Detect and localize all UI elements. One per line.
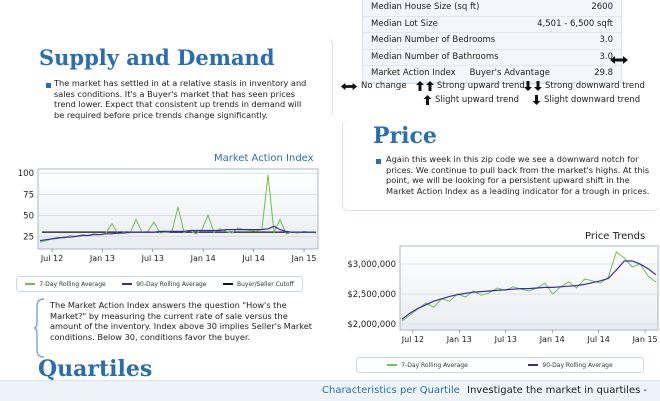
stats-table: Median House Size (sq ft) 2600 Median Lot… [362, 0, 622, 84]
price-90day-line [401, 260, 657, 320]
stats-value: 4,501 - 6,500 sqft [537, 18, 613, 29]
stats-value: 2600 [591, 2, 613, 12]
supply-text: The market has settled in at a relative … [54, 78, 307, 120]
bracket-icon [34, 298, 45, 358]
trend-label: No change [361, 81, 407, 91]
x-tick-label: Jan 15 [290, 254, 316, 263]
quartiles-investigate: Investigate the market in quartiles - [467, 385, 648, 396]
supply-title: Supply and Demand [39, 45, 275, 70]
x-tick-label: Jan 13 [89, 254, 115, 263]
x-tick-label: Jul 12 [40, 254, 63, 263]
stats-row: Median House Size (sq ft) 2600 [363, 0, 621, 17]
price-box [342, 120, 659, 211]
no-change-icon [340, 82, 358, 90]
legend-item: Buyer/Seller Cutoff [223, 281, 294, 288]
stats-row: Median Number of Bedrooms 3.0 [363, 33, 621, 50]
mai-label: Market Action Index [371, 68, 456, 78]
trend-label: Strong upward trend [437, 81, 525, 91]
stats-row: Median Lot Size 4,501 - 6,500 sqft [363, 17, 621, 33]
trend-label: Strong downward trend [545, 81, 645, 91]
quartiles-bar [0, 380, 660, 401]
stats-value: 3.0 [599, 51, 613, 62]
y-tick-label: 25 [23, 232, 34, 242]
mai-90day-line [39, 225, 316, 242]
trend-no-change: No change [340, 81, 407, 91]
mai-explain-text: The Market Action Index answers the ques… [50, 300, 312, 342]
stats-label: Median House Size (sq ft) [371, 2, 480, 12]
mai-chart: 25 50 75 100 Jul 12 Jan 13 Jul 13 Jan 14 Jul 14… [18, 168, 319, 263]
supply-box [26, 38, 333, 118]
price-chart-title: Price Trends [585, 231, 646, 242]
no-change-arrows-icon [610, 50, 628, 69]
x-tick-label: Jul 13 [141, 254, 164, 263]
price-text: Again this week in this zip code we see … [386, 154, 650, 196]
stats-value: 3.0 [599, 35, 613, 45]
legend-item: 90-Day Rolling Average [122, 281, 207, 288]
double-down-arrow-icon [524, 81, 542, 91]
x-tick-label: Jul 14 [241, 254, 264, 263]
trend-slight-down: Slight downward trend [532, 95, 640, 105]
stats-label: Median Number of Bathrooms [371, 51, 499, 62]
x-tick-label: Jan 13 [446, 335, 472, 344]
price-legend: 7-Day Rolling Average 90-Day Rolling Ave… [356, 357, 644, 373]
quartiles-characteristics: Characteristics per Quartile [322, 385, 460, 396]
up-arrow-icon [423, 95, 432, 105]
y-tick-label: 75 [23, 190, 34, 200]
x-tick-label: Jul 13 [494, 335, 517, 344]
price-chart: $2,000,000 $2,500,000 $3,000,000 Jul 12 Jan… [347, 245, 659, 344]
trend-label: Slight upward trend [435, 95, 519, 105]
y-tick-label: 100 [18, 169, 34, 179]
mai-status: Buyer's Advantage [469, 68, 550, 78]
y-tick-label: $2,000,000 [347, 320, 396, 330]
x-tick-label: Jan 14 [190, 254, 216, 263]
stats-label: Median Number of Bedrooms [371, 35, 496, 45]
price-title: Price [373, 123, 437, 149]
legend-item: 90-Day Rolling Average [528, 362, 613, 369]
x-tick-label: Jul 14 [586, 335, 609, 344]
trend-label: Slight downward trend [544, 95, 641, 105]
x-tick-label: Jul 12 [401, 335, 424, 344]
bullet-icon [46, 83, 51, 88]
stats-row: Median Number of Bathrooms 3.0 [363, 50, 621, 66]
double-up-arrow-icon [416, 81, 434, 91]
y-tick-label: 50 [23, 211, 34, 221]
legend-item: 7-Day Rolling Average [387, 362, 468, 369]
mai-chart-title: Market Action Index [214, 153, 314, 164]
stats-label: Median Lot Size [371, 18, 438, 29]
mai-legend: 7-Day Rolling Average 90-Day Rolling Ave… [16, 276, 303, 292]
mai-value: 29.8 [594, 68, 613, 78]
y-tick-label: $3,000,000 [347, 260, 396, 270]
x-tick-label: Jan 14 [539, 335, 565, 344]
price-7day-line [401, 251, 657, 322]
down-arrow-icon [532, 95, 541, 105]
quartiles-title: Quartiles [38, 356, 153, 382]
y-tick-label: $2,500,000 [347, 290, 396, 300]
bullet-icon [376, 159, 381, 164]
trend-strong-down: Strong downward trend [524, 81, 645, 91]
trend-strong-up: Strong upward trend [416, 81, 525, 91]
stats-row-mai: Market Action Index Buyer's Advantage 29.8 [363, 66, 621, 83]
x-tick-label: Jan 15 [632, 335, 658, 344]
legend-item: 7-Day Rolling Average [25, 281, 106, 288]
trend-slight-up: Slight upward trend [423, 95, 519, 105]
